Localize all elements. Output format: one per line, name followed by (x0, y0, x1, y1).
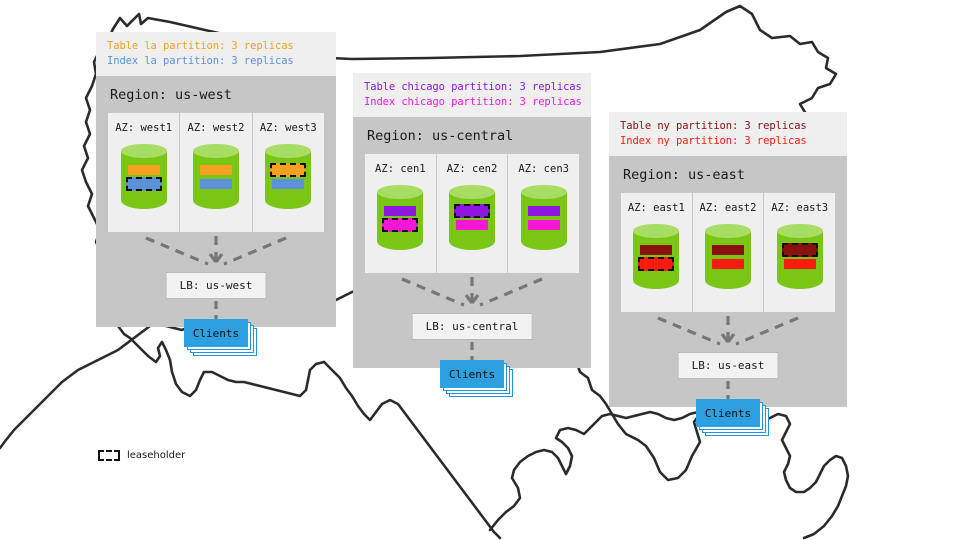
region-title-us-central: Region: us-central (367, 128, 514, 144)
az-east3[interactable]: AZ: east3 (764, 193, 836, 312)
clients-label[interactable]: Clients (440, 360, 504, 388)
region-us-central: Table chicago partition: 3 replicas Inde… (353, 73, 591, 397)
az-east1[interactable]: AZ: east1 (621, 193, 693, 312)
cylinder-top (265, 144, 312, 158)
node-cylinder[interactable] (120, 144, 167, 216)
replica-bar-index (199, 179, 232, 189)
replica-bar-index-leaseholder (382, 218, 419, 232)
clients-stack[interactable]: Clients (440, 360, 513, 397)
replica-bar-index-leaseholder (125, 177, 162, 191)
replica-bar-index (783, 259, 816, 269)
clients-group-us-central[interactable]: Clients (440, 360, 513, 397)
clients-group-us-east[interactable]: Clients (696, 399, 769, 436)
region-us-west: Table la partition: 3 replicas Index la … (96, 32, 336, 356)
region-panel-us-west: Region: us-west AZ: west1 AZ: west2 (96, 76, 336, 356)
replica-bar-table (712, 245, 744, 255)
cylinder-top (776, 224, 823, 238)
node-cylinder[interactable] (776, 224, 823, 296)
region-us-east: Table ny partition: 3 replicas Index ny … (609, 112, 847, 436)
az-label: AZ: cen1 (375, 163, 426, 175)
replica-bar-table (127, 165, 160, 175)
region-title-us-west: Region: us-west (110, 87, 232, 103)
az-label: AZ: west1 (115, 122, 173, 134)
replica-bar-table (527, 206, 560, 216)
region-title-us-east: Region: us-east (623, 167, 745, 183)
az-east2[interactable]: AZ: east2 (692, 193, 765, 312)
cylinder-top (192, 144, 239, 158)
node-cylinder[interactable] (449, 185, 495, 257)
replica-bar-index (527, 220, 560, 230)
leaseholder-legend-label: leaseholder (127, 450, 186, 461)
az-label: AZ: cen2 (446, 163, 498, 175)
node-cylinder[interactable] (377, 185, 424, 257)
region-panel-us-east: Region: us-east AZ: east1 AZ: east2 (609, 156, 847, 436)
az-label: AZ: west2 (187, 122, 245, 134)
partition-note-table: Table ny partition: 3 replicas (620, 120, 807, 132)
load-balancer-us-west[interactable]: LB: us-west (165, 272, 267, 299)
replica-bar-table (640, 245, 673, 255)
az-label: AZ: east2 (699, 202, 757, 214)
node-cylinder[interactable] (633, 224, 680, 296)
partition-note-index: Index ny partition: 3 replicas (620, 134, 807, 147)
cylinder-top (449, 185, 495, 199)
region-panel-us-central: Region: us-central AZ: cen1 AZ: cen2 (353, 117, 591, 397)
replica-bar-index-leaseholder (638, 257, 675, 271)
az-label: AZ: cen3 (518, 163, 569, 175)
cylinder-top (377, 185, 424, 199)
cylinder-top (705, 224, 751, 238)
node-cylinder[interactable] (705, 224, 751, 296)
node-cylinder[interactable] (192, 144, 239, 216)
az-row-us-west: AZ: west1 AZ: west2 (108, 113, 324, 232)
az-cen2[interactable]: AZ: cen2 (436, 154, 509, 273)
clients-stack[interactable]: Clients (184, 319, 257, 356)
node-cylinder[interactable] (265, 144, 312, 216)
load-balancer-us-central[interactable]: LB: us-central (411, 313, 533, 340)
cylinder-top (633, 224, 680, 238)
clients-stack[interactable]: Clients (696, 399, 769, 436)
az-west3[interactable]: AZ: west3 (252, 113, 324, 232)
cylinder-top (520, 185, 567, 199)
az-row-us-central: AZ: cen1 AZ: cen2 (365, 154, 580, 273)
replica-bar-index (272, 179, 305, 189)
dashed-rectangle-icon (98, 450, 120, 461)
partition-notes-us-east: Table ny partition: 3 replicas Index ny … (609, 112, 847, 156)
cylinder-top (120, 144, 167, 158)
az-label: AZ: west3 (259, 122, 317, 134)
replica-bar-table (384, 206, 417, 216)
replica-bar-index (456, 220, 488, 230)
replica-bar-index (712, 259, 744, 269)
load-balancer-us-east[interactable]: LB: us-east (677, 352, 779, 379)
partition-notes-us-west: Table la partition: 3 replicas Index la … (96, 32, 336, 76)
az-cen1[interactable]: AZ: cen1 (365, 154, 437, 273)
node-cylinder[interactable] (520, 185, 567, 257)
partition-note-index: Index chicago partition: 3 replicas (364, 95, 582, 108)
az-row-us-east: AZ: east1 AZ: east2 (621, 193, 836, 312)
clients-group-us-west[interactable]: Clients (184, 319, 257, 356)
partition-note-table: Table la partition: 3 replicas (107, 40, 294, 52)
replica-bar-table (199, 165, 232, 175)
replica-bar-table-leaseholder (270, 163, 307, 177)
az-label: AZ: east1 (627, 202, 685, 214)
clients-label[interactable]: Clients (696, 399, 760, 427)
partition-note-table: Table chicago partition: 3 replicas (364, 81, 582, 93)
az-west2[interactable]: AZ: west2 (180, 113, 253, 232)
leaseholder-legend: leaseholder (98, 450, 185, 461)
az-cen3[interactable]: AZ: cen3 (508, 154, 580, 273)
replica-bar-table-leaseholder (781, 243, 818, 257)
az-label: AZ: east3 (771, 202, 829, 214)
partition-note-index: Index la partition: 3 replicas (107, 54, 294, 67)
partition-notes-us-central: Table chicago partition: 3 replicas Inde… (353, 73, 591, 117)
clients-label[interactable]: Clients (184, 319, 248, 347)
az-west1[interactable]: AZ: west1 (108, 113, 181, 232)
replica-bar-table-leaseholder (454, 204, 490, 218)
